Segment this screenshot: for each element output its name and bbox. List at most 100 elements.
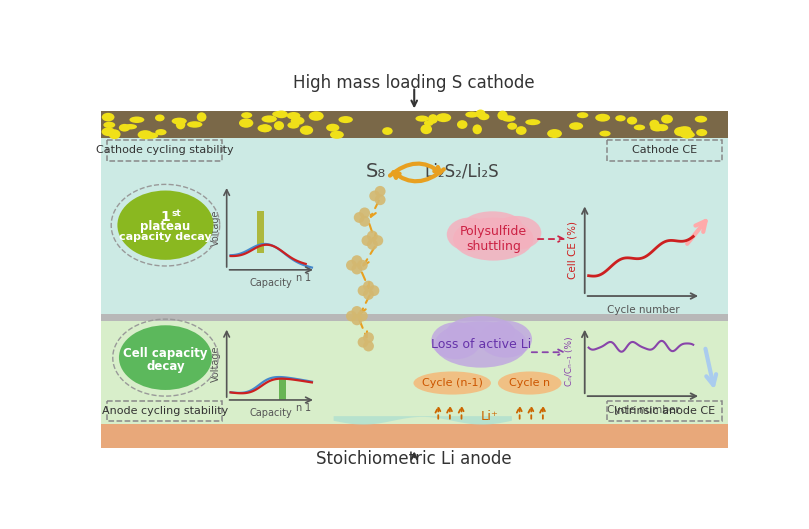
Ellipse shape — [498, 111, 508, 120]
Ellipse shape — [155, 129, 167, 135]
Ellipse shape — [695, 116, 707, 123]
Ellipse shape — [275, 111, 288, 118]
Text: n: n — [295, 403, 302, 413]
Ellipse shape — [436, 113, 451, 122]
Circle shape — [363, 341, 374, 351]
Ellipse shape — [274, 121, 284, 130]
Circle shape — [359, 207, 370, 218]
Bar — [101, 138, 728, 314]
Circle shape — [346, 311, 357, 322]
Text: Cell CE (%): Cell CE (%) — [567, 221, 578, 279]
Text: Cell capacity: Cell capacity — [123, 347, 208, 360]
Ellipse shape — [465, 112, 478, 117]
Text: Capacity: Capacity — [250, 408, 293, 418]
Text: Cycle number: Cycle number — [607, 305, 680, 315]
Ellipse shape — [680, 131, 695, 139]
Text: n: n — [295, 273, 302, 283]
Circle shape — [375, 186, 386, 197]
Ellipse shape — [599, 131, 611, 136]
Text: 1: 1 — [160, 211, 171, 224]
Ellipse shape — [309, 111, 324, 121]
Ellipse shape — [502, 115, 515, 122]
Circle shape — [346, 260, 357, 271]
Text: S₈: S₈ — [366, 162, 387, 181]
Ellipse shape — [272, 111, 286, 117]
Bar — [101, 314, 728, 322]
Ellipse shape — [338, 116, 353, 123]
Ellipse shape — [492, 216, 541, 250]
Circle shape — [357, 311, 368, 322]
Ellipse shape — [300, 125, 313, 135]
Circle shape — [375, 194, 386, 205]
Circle shape — [362, 235, 372, 246]
Text: Cathode CE: Cathode CE — [632, 145, 697, 156]
Ellipse shape — [176, 120, 185, 130]
Circle shape — [351, 255, 362, 266]
Ellipse shape — [478, 113, 489, 120]
Ellipse shape — [507, 123, 517, 130]
Ellipse shape — [117, 190, 214, 260]
Ellipse shape — [463, 211, 522, 239]
Ellipse shape — [595, 114, 610, 122]
Ellipse shape — [260, 124, 271, 132]
Ellipse shape — [261, 115, 277, 123]
Circle shape — [363, 280, 374, 291]
Ellipse shape — [447, 316, 515, 347]
Ellipse shape — [453, 217, 534, 261]
Ellipse shape — [138, 130, 153, 139]
Ellipse shape — [516, 126, 527, 135]
Ellipse shape — [382, 127, 392, 135]
Circle shape — [357, 260, 368, 271]
Circle shape — [354, 212, 365, 223]
Bar — [279, 377, 286, 400]
Text: Cycle (n-1): Cycle (n-1) — [421, 378, 483, 388]
Ellipse shape — [413, 371, 491, 395]
Ellipse shape — [479, 321, 532, 358]
Ellipse shape — [627, 116, 637, 125]
Text: Li⁺: Li⁺ — [481, 409, 499, 423]
Ellipse shape — [616, 115, 625, 121]
Ellipse shape — [144, 132, 159, 139]
Text: Cycle n: Cycle n — [509, 378, 550, 388]
Circle shape — [351, 306, 362, 317]
Ellipse shape — [119, 124, 130, 132]
Text: Cathode cycling stability: Cathode cycling stability — [95, 145, 234, 156]
Ellipse shape — [424, 120, 434, 126]
Ellipse shape — [129, 116, 144, 123]
Text: 1: 1 — [305, 403, 311, 413]
Ellipse shape — [326, 124, 339, 132]
Bar — [101, 424, 728, 449]
Ellipse shape — [434, 322, 527, 368]
Circle shape — [358, 337, 369, 348]
Ellipse shape — [287, 112, 300, 120]
Ellipse shape — [239, 118, 253, 127]
Ellipse shape — [330, 131, 344, 139]
Ellipse shape — [525, 119, 540, 125]
Circle shape — [367, 239, 378, 250]
Ellipse shape — [102, 113, 115, 122]
Text: plateau: plateau — [140, 220, 191, 233]
Ellipse shape — [650, 124, 664, 132]
Ellipse shape — [172, 117, 187, 124]
Ellipse shape — [416, 115, 429, 122]
Ellipse shape — [257, 124, 272, 132]
Text: Loss of active Li: Loss of active Li — [430, 338, 531, 351]
Ellipse shape — [431, 322, 481, 359]
Ellipse shape — [421, 124, 432, 134]
Circle shape — [351, 263, 362, 275]
Text: Anode cycling stability: Anode cycling stability — [102, 406, 228, 416]
Text: Polysulfide
shuttling: Polysulfide shuttling — [460, 225, 527, 253]
Text: Cycle number: Cycle number — [607, 405, 680, 415]
Bar — [101, 111, 728, 138]
Ellipse shape — [657, 124, 668, 131]
Circle shape — [367, 231, 378, 241]
Text: Stoichiometric Li anode: Stoichiometric Li anode — [316, 450, 512, 468]
Text: Voltage: Voltage — [211, 345, 221, 381]
Bar — [257, 211, 264, 253]
Ellipse shape — [124, 124, 137, 130]
Ellipse shape — [661, 115, 673, 124]
Ellipse shape — [472, 124, 482, 134]
Ellipse shape — [577, 112, 588, 118]
Ellipse shape — [119, 325, 212, 390]
Text: 1: 1 — [305, 273, 311, 283]
